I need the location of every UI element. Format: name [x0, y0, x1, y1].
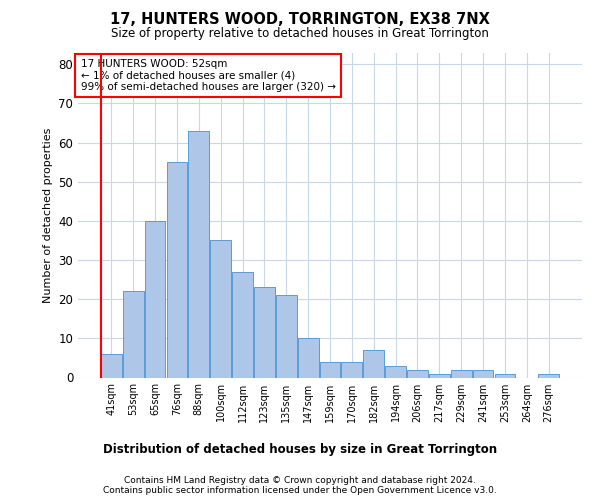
- Bar: [429, 374, 450, 378]
- Bar: [385, 366, 406, 378]
- Text: Size of property relative to detached houses in Great Torrington: Size of property relative to detached ho…: [111, 28, 489, 40]
- Bar: [407, 370, 428, 378]
- Text: 17, HUNTERS WOOD, TORRINGTON, EX38 7NX: 17, HUNTERS WOOD, TORRINGTON, EX38 7NX: [110, 12, 490, 28]
- Y-axis label: Number of detached properties: Number of detached properties: [43, 128, 53, 302]
- Bar: [451, 370, 472, 378]
- Bar: [538, 374, 559, 378]
- Bar: [364, 350, 384, 378]
- Bar: [473, 370, 493, 378]
- Text: Contains HM Land Registry data © Crown copyright and database right 2024.: Contains HM Land Registry data © Crown c…: [124, 476, 476, 485]
- Bar: [276, 296, 296, 378]
- Text: Distribution of detached houses by size in Great Torrington: Distribution of detached houses by size …: [103, 442, 497, 456]
- Text: 17 HUNTERS WOOD: 52sqm
← 1% of detached houses are smaller (4)
99% of semi-detac: 17 HUNTERS WOOD: 52sqm ← 1% of detached …: [80, 59, 335, 92]
- Bar: [298, 338, 319, 378]
- Bar: [320, 362, 340, 378]
- Bar: [341, 362, 362, 378]
- Bar: [232, 272, 253, 378]
- Bar: [145, 221, 166, 378]
- Bar: [210, 240, 231, 378]
- Bar: [123, 292, 143, 378]
- Bar: [494, 374, 515, 378]
- Bar: [254, 288, 275, 378]
- Bar: [188, 131, 209, 378]
- Text: Contains public sector information licensed under the Open Government Licence v3: Contains public sector information licen…: [103, 486, 497, 495]
- Bar: [101, 354, 122, 378]
- Bar: [167, 162, 187, 378]
